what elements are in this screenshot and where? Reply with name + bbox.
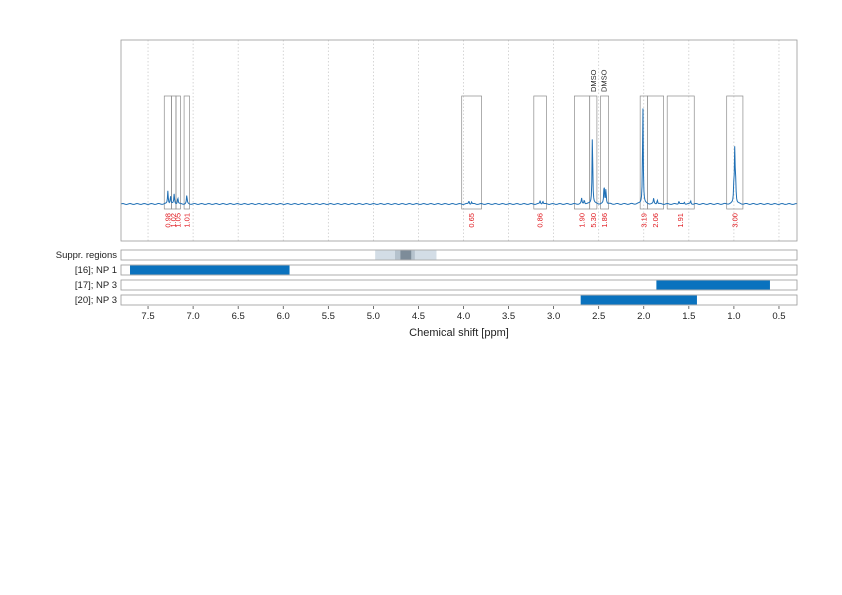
x-tick-label: 1.0: [727, 311, 740, 322]
integral-value-label: 2.06: [651, 213, 660, 228]
integration-region: [171, 95, 177, 210]
track-row: [20]; NP 3: [75, 294, 798, 306]
range-bar: [130, 265, 290, 275]
track-frame: [120, 279, 798, 291]
integral-value-label: 1.91: [676, 213, 685, 228]
x-axis-label: Chemical shift [ppm]: [409, 327, 509, 339]
track-row: Suppr. regions: [56, 249, 798, 261]
x-tick-label: 3.0: [547, 311, 560, 322]
x-tick-label: 5.5: [322, 311, 335, 322]
integration-region: [461, 95, 482, 210]
suppression-band: [400, 250, 412, 260]
integral-value-label: 1.05: [174, 213, 183, 228]
integral-value-label: 0.98: [163, 213, 172, 228]
integration-region: [726, 95, 744, 210]
spectrum: [120, 108, 798, 205]
integration-region: [175, 95, 181, 210]
x-tick-label: 4.5: [412, 311, 425, 322]
integration-region: [183, 95, 190, 210]
solvent-label: DMSO: [600, 69, 609, 92]
x-tick-label: 7.0: [186, 311, 199, 322]
x-axis: 7.5 7.0 6.5 6.0 5.5 5.0 4.5 4.0 3.5 3.0 2.5 2.0 1.5 1…: [141, 306, 786, 322]
integral-value-label: 3.19: [639, 213, 648, 228]
track-label: [17]; NP 3: [75, 280, 117, 291]
spectrum-panel-frame: [120, 39, 798, 242]
spectrum-line: [120, 108, 798, 205]
gridlines: [147, 40, 780, 241]
track-frame: [120, 294, 798, 306]
integral-value-label: 3.00: [730, 213, 739, 228]
solvent-label: DMSO: [589, 69, 598, 92]
integration-region: [589, 95, 598, 210]
track-label: [16]; NP 1: [75, 265, 117, 276]
range-bar: [656, 280, 770, 290]
track-frame: [120, 249, 798, 261]
x-tick-label: 6.0: [277, 311, 290, 322]
x-tick-label: 7.5: [141, 311, 154, 322]
x-tick-label: 5.0: [367, 311, 380, 322]
integral-value-label: 1.86: [600, 213, 609, 228]
track-row: [16]; NP 1: [75, 264, 798, 276]
solvent-annotations: DMSO DMSO: [589, 69, 609, 92]
integration-region: [533, 95, 547, 210]
range-bar: [580, 295, 697, 305]
integral-value-label: 1.02: [169, 213, 178, 228]
integral-value-label: 1.90: [578, 213, 587, 228]
track-label: Suppr. regions: [56, 250, 118, 261]
track-frame: [120, 264, 798, 276]
integral-value-label: 5.30: [589, 213, 598, 228]
x-tick-label: 3.5: [502, 311, 515, 322]
integration-region: [647, 95, 664, 210]
integration-region: [574, 95, 591, 210]
x-tick-label: 1.5: [682, 311, 695, 322]
integral-value-label: 1.01: [182, 213, 191, 228]
integral-value-label: 0.65: [467, 213, 476, 228]
x-tick-label: 0.5: [772, 311, 785, 322]
integral-value-label: 0.86: [536, 213, 545, 228]
x-tick-label: 2.0: [637, 311, 650, 322]
integration-region: [600, 95, 609, 210]
tracks: Suppr. regions [16]; NP 1 [17]; NP 3 [20]; …: [56, 249, 798, 306]
x-tick-label: 4.0: [457, 311, 470, 322]
track-label: [20]; NP 3: [75, 295, 117, 306]
integral-labels: 0.981.021.05 1.01 0.65 0.86 1.90 5.30 1.86 3.19…: [163, 213, 739, 228]
x-tick-label: 6.5: [232, 311, 245, 322]
integration-region: [666, 95, 695, 210]
track-row: [17]; NP 3: [75, 279, 798, 291]
integration-regions: [163, 95, 744, 210]
x-tick-label: 2.5: [592, 311, 605, 322]
